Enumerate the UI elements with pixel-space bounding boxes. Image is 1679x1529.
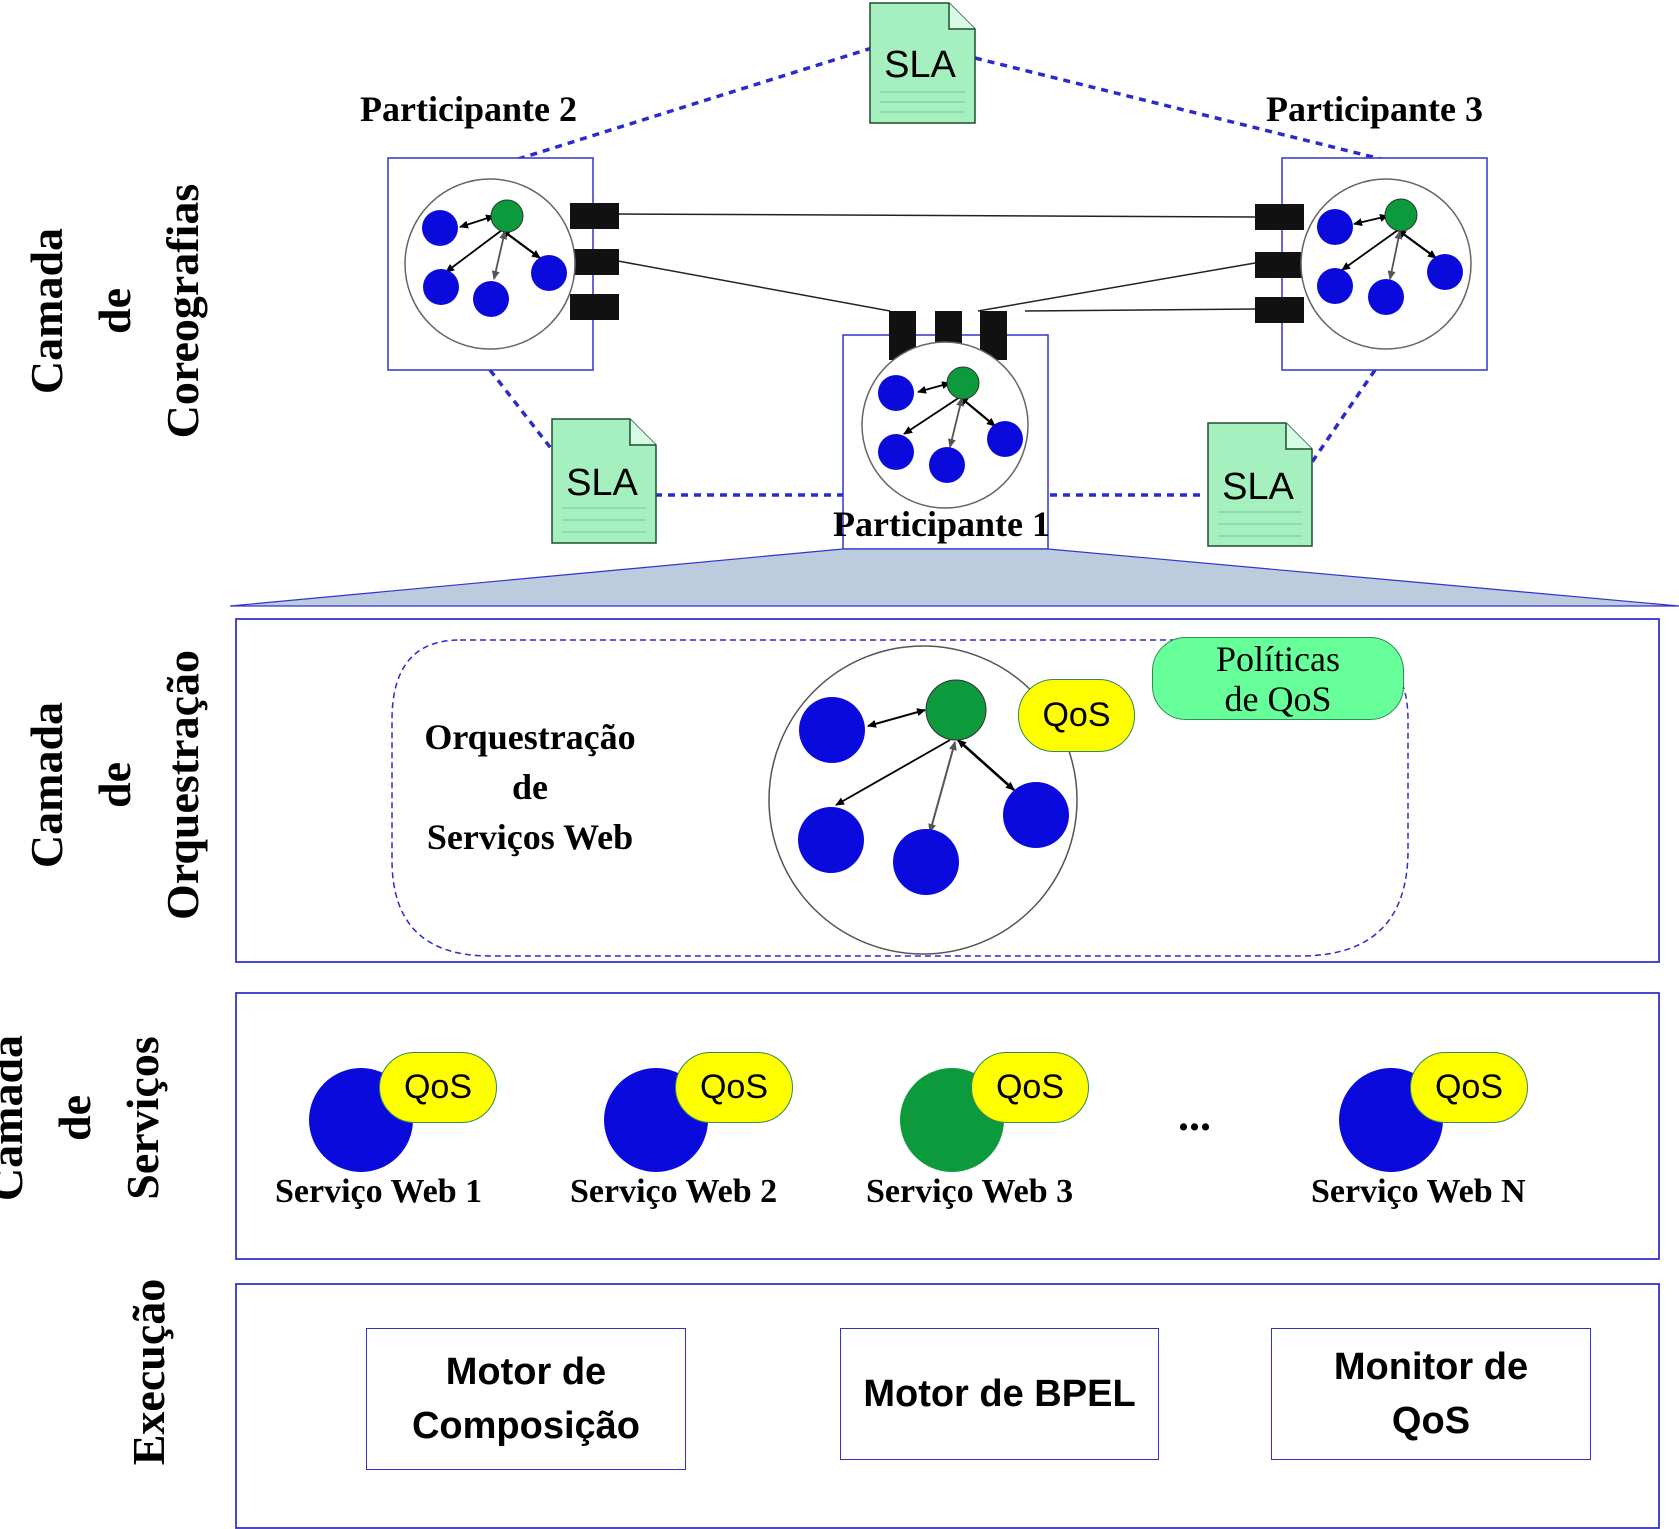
sla-label-right: SLA: [1222, 466, 1294, 508]
orchestration-cluster: [768, 645, 1078, 955]
qos-monitor-box: Monitor de QoS: [1271, 1328, 1591, 1460]
layer-label-services: Camada de Serviços: [0, 1034, 168, 1202]
layer-label-choreography: Camada de Coreografias: [21, 183, 208, 439]
services-ellipsis: ...: [1178, 1091, 1211, 1140]
port: [1255, 252, 1304, 278]
sla-label-left: SLA: [566, 462, 638, 504]
service-3-label: Serviço Web 3: [866, 1173, 1074, 1210]
orchestration-qos-badge: QoS: [1018, 679, 1135, 752]
service-1-label: Serviço Web 1: [275, 1173, 483, 1210]
composition-engine-box: Motor de Composição: [366, 1328, 686, 1470]
participant-2-label: Participante 2: [360, 89, 577, 129]
port: [570, 249, 619, 275]
port-links: [617, 213, 1256, 312]
service-3-qos-badge: QoS: [971, 1052, 1089, 1123]
sla-document-right: [1207, 422, 1313, 547]
participant-2-cluster: [404, 178, 576, 350]
ports: [570, 203, 1304, 360]
service-1-qos-badge: QoS: [379, 1052, 497, 1123]
participant-3-cluster: [1300, 178, 1472, 350]
qos-policies-box: Políticas de QoS: [1152, 637, 1404, 720]
service-n-qos-badge: QoS: [1410, 1052, 1528, 1123]
sla-connections: [488, 46, 1386, 497]
participant-3-label: Participante 3: [1266, 89, 1483, 129]
service-n-label: Serviço Web N: [1311, 1173, 1526, 1210]
sla-label-top: SLA: [884, 44, 956, 86]
port: [1255, 297, 1304, 323]
port: [570, 203, 619, 229]
port: [1255, 204, 1304, 230]
bpel-engine-box: Motor de BPEL: [840, 1328, 1159, 1460]
participant-1-cluster: [861, 341, 1029, 509]
service-2-qos-badge: QoS: [675, 1052, 793, 1123]
layer-label-execution: Execução: [123, 1278, 174, 1466]
sla-document-left: [551, 418, 657, 544]
zoom-fan: [229, 548, 1679, 607]
orchestration-title: Orquestração de Serviços Web: [424, 717, 636, 857]
participant-1-label: Participante 1: [833, 504, 1050, 544]
service-2-label: Serviço Web 2: [570, 1173, 778, 1210]
layer-label-orchestration: Camada de Orquestração: [21, 650, 208, 921]
sla-document-top: [869, 2, 976, 124]
port: [570, 294, 619, 320]
